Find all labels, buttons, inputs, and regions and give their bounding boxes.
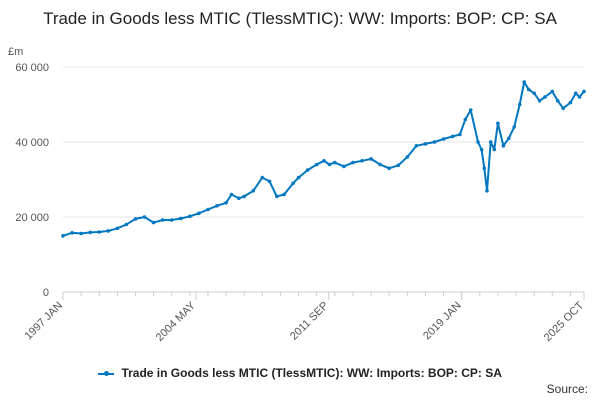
data-point (97, 230, 101, 234)
series-line (62, 81, 585, 237)
y-axis-unit: £m (8, 46, 24, 58)
data-point (387, 166, 392, 171)
chart-title: Trade in Goods less MTIC (TlessMTIC): WW… (43, 9, 557, 28)
legend-swatch-icon (98, 370, 115, 376)
data-point (260, 175, 265, 180)
data-point (532, 91, 536, 96)
data-point (432, 140, 437, 144)
data-point (574, 91, 578, 96)
data-point (396, 163, 401, 168)
data-point (485, 189, 489, 193)
data-point (251, 189, 256, 193)
data-point (479, 147, 484, 152)
data-point (463, 117, 468, 122)
data-point (151, 220, 156, 225)
data-point (369, 157, 373, 161)
data-point (522, 80, 526, 84)
data-point (496, 121, 500, 126)
data-point (88, 230, 92, 235)
legend-label: Trade in Goods less MTIC (TlessMTIC): WW… (121, 366, 502, 380)
data-point (142, 215, 147, 219)
data-point (188, 214, 192, 219)
source-label: Source: (546, 382, 588, 396)
data-point (517, 102, 522, 107)
data-point (224, 201, 228, 205)
data-point (360, 159, 364, 163)
data-point (237, 196, 241, 201)
data-point (333, 160, 337, 165)
x-tick-label: 2011 SEP (288, 300, 331, 343)
data-point (342, 164, 346, 169)
y-tick-label: 20 000 (15, 212, 49, 224)
data-point (79, 231, 83, 236)
data-point (543, 95, 547, 99)
data-point (133, 217, 138, 221)
data-point (106, 229, 111, 233)
data-point (282, 192, 286, 197)
data-point (229, 192, 234, 197)
data-point (468, 108, 473, 112)
data-point (482, 166, 487, 171)
data-point (206, 207, 210, 212)
data-point (507, 136, 511, 141)
data-point (555, 99, 560, 103)
data-point (488, 140, 493, 144)
data-point (492, 147, 497, 152)
data-point (568, 100, 573, 105)
data-point (267, 179, 272, 184)
data-point (458, 132, 462, 137)
data-point (322, 159, 326, 163)
data-point (291, 181, 295, 186)
data-point (197, 211, 201, 216)
data-point (314, 162, 319, 167)
data-point (179, 216, 183, 221)
data-point (405, 155, 410, 159)
data-point (476, 140, 480, 144)
data-point (351, 160, 355, 165)
data-point (450, 134, 455, 139)
x-tick-label: 2019 JAN (421, 300, 464, 343)
y-tick-label: 60 000 (15, 62, 49, 74)
y-axis: 0 20 000 40 000 60 000 (15, 62, 49, 299)
data-point (561, 106, 565, 111)
y-tick-label: 40 000 (15, 137, 49, 149)
data-point (512, 125, 516, 129)
data-point (169, 218, 174, 222)
data-point (423, 142, 428, 146)
x-tick-label: 1997 JAN (22, 300, 65, 343)
data-point (215, 204, 219, 208)
legend[interactable]: Trade in Goods less MTIC (TlessMTIC): WW… (0, 366, 600, 380)
data-point (582, 89, 586, 94)
data-point (275, 194, 279, 199)
x-tick-label: 2004 MAY (154, 299, 199, 344)
data-point (160, 218, 165, 222)
data-point (242, 194, 246, 199)
data-point (414, 144, 419, 148)
data-point (550, 89, 555, 94)
series-group (61, 80, 586, 238)
data-point (537, 99, 542, 103)
data-point (577, 95, 582, 99)
data-point (296, 175, 301, 180)
data-point (305, 168, 310, 172)
data-point (327, 162, 332, 167)
data-point (115, 226, 120, 231)
data-point (61, 234, 65, 238)
data-point (124, 222, 129, 227)
data-point (501, 144, 506, 148)
data-point (70, 231, 74, 235)
data-point (378, 162, 382, 167)
data-point (526, 87, 531, 92)
data-point (441, 137, 446, 141)
y-tick-label: 0 (43, 287, 49, 299)
x-axis: 1997 JAN 2004 MAY 2011 SEP 2019 JAN 2025 OCT (22, 291, 587, 344)
gridlines (63, 66, 584, 218)
x-tick-label: 2025 OCT (542, 299, 587, 344)
